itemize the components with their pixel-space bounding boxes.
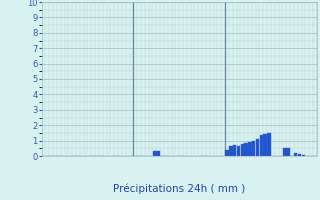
- Bar: [156, 151, 160, 156]
- Bar: [260, 135, 263, 156]
- Bar: [229, 146, 233, 156]
- Bar: [263, 134, 267, 156]
- Bar: [248, 142, 252, 156]
- Bar: [283, 148, 286, 156]
- Bar: [225, 150, 229, 156]
- Bar: [241, 144, 244, 156]
- Bar: [252, 141, 255, 156]
- Bar: [294, 153, 298, 156]
- Bar: [153, 151, 156, 156]
- X-axis label: Précipitations 24h ( mm ): Précipitations 24h ( mm ): [113, 184, 245, 194]
- Bar: [256, 139, 259, 156]
- Bar: [237, 146, 240, 156]
- Bar: [267, 133, 271, 156]
- Bar: [302, 155, 305, 156]
- Bar: [244, 143, 248, 156]
- Bar: [298, 154, 301, 156]
- Bar: [233, 145, 236, 156]
- Bar: [286, 148, 290, 156]
